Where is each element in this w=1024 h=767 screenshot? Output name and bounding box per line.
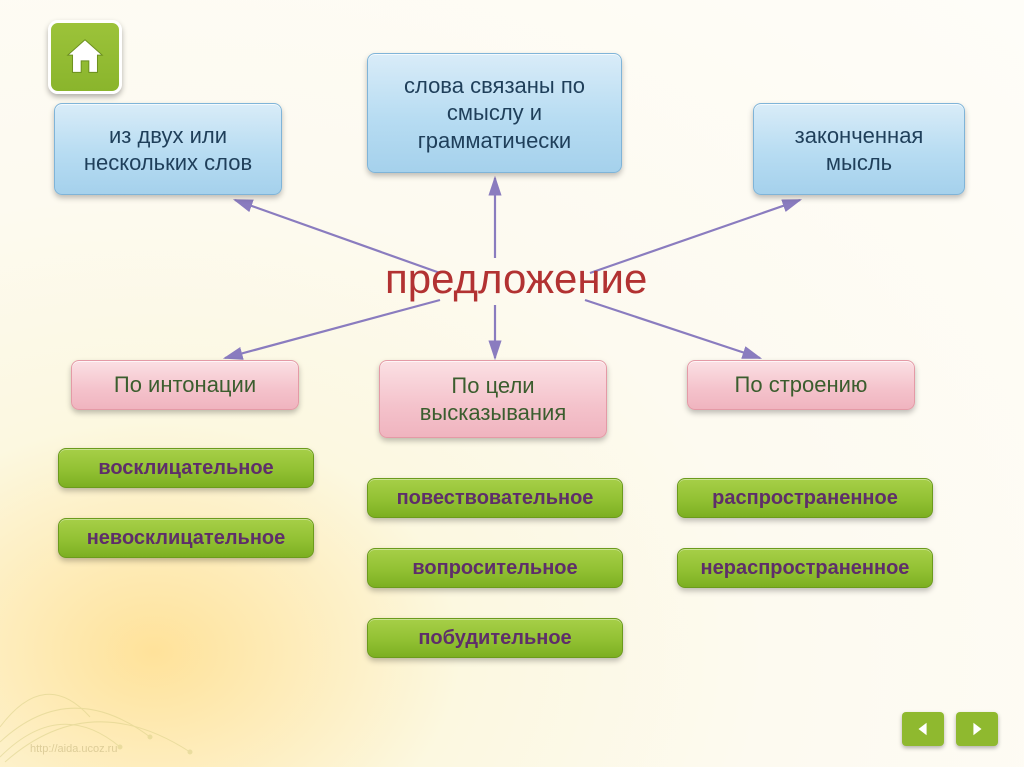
house-icon	[62, 34, 108, 80]
type-box-nonexcl: невосклицательное	[58, 518, 314, 558]
type-box-interrog-label: вопросительное	[412, 556, 577, 581]
center-word: предложение	[385, 255, 647, 303]
triangle-left-icon	[914, 720, 932, 738]
type-box-declarative-label: повествовательное	[397, 486, 594, 511]
category-box-structure-label: По строению	[735, 371, 868, 399]
type-box-extended: распространенное	[677, 478, 933, 518]
type-box-excl-label: восклицательное	[98, 456, 273, 481]
type-box-excl: восклицательное	[58, 448, 314, 488]
definition-box-meaning-label: слова связаны по смыслу и грамматически	[378, 72, 611, 155]
definition-box-thought-label: законченная мысль	[764, 122, 954, 177]
definition-box-meaning: слова связаны по смыслу и грамматически	[367, 53, 622, 173]
type-box-nonexcl-label: невосклицательное	[87, 526, 286, 551]
type-box-extended-label: распространенное	[712, 486, 898, 511]
category-box-intonation-label: По интонации	[114, 371, 256, 399]
type-box-interrog: вопросительное	[367, 548, 623, 588]
category-box-structure: По строению	[687, 360, 915, 410]
definition-box-words-label: из двух или нескольких слов	[65, 122, 271, 177]
type-box-imperative-label: побудительное	[418, 626, 571, 651]
definition-box-thought: законченная мысль	[753, 103, 965, 195]
watermark-text: http://aida.ucoz.ru	[30, 743, 117, 755]
type-box-imperative: побудительное	[367, 618, 623, 658]
type-box-nonextended-label: нераспространенное	[701, 556, 910, 581]
type-box-nonextended: нераспространенное	[677, 548, 933, 588]
prev-slide-button[interactable]	[902, 712, 944, 746]
type-box-declarative: повествовательное	[367, 478, 623, 518]
next-slide-button[interactable]	[956, 712, 998, 746]
definition-box-words: из двух или нескольких слов	[54, 103, 282, 195]
home-button[interactable]	[48, 20, 122, 94]
triangle-right-icon	[968, 720, 986, 738]
category-box-purpose-label: По цели высказывания	[390, 372, 596, 427]
category-box-purpose: По цели высказывания	[379, 360, 607, 438]
center-word-text: предложение	[385, 255, 647, 302]
category-box-intonation: По интонации	[71, 360, 299, 410]
